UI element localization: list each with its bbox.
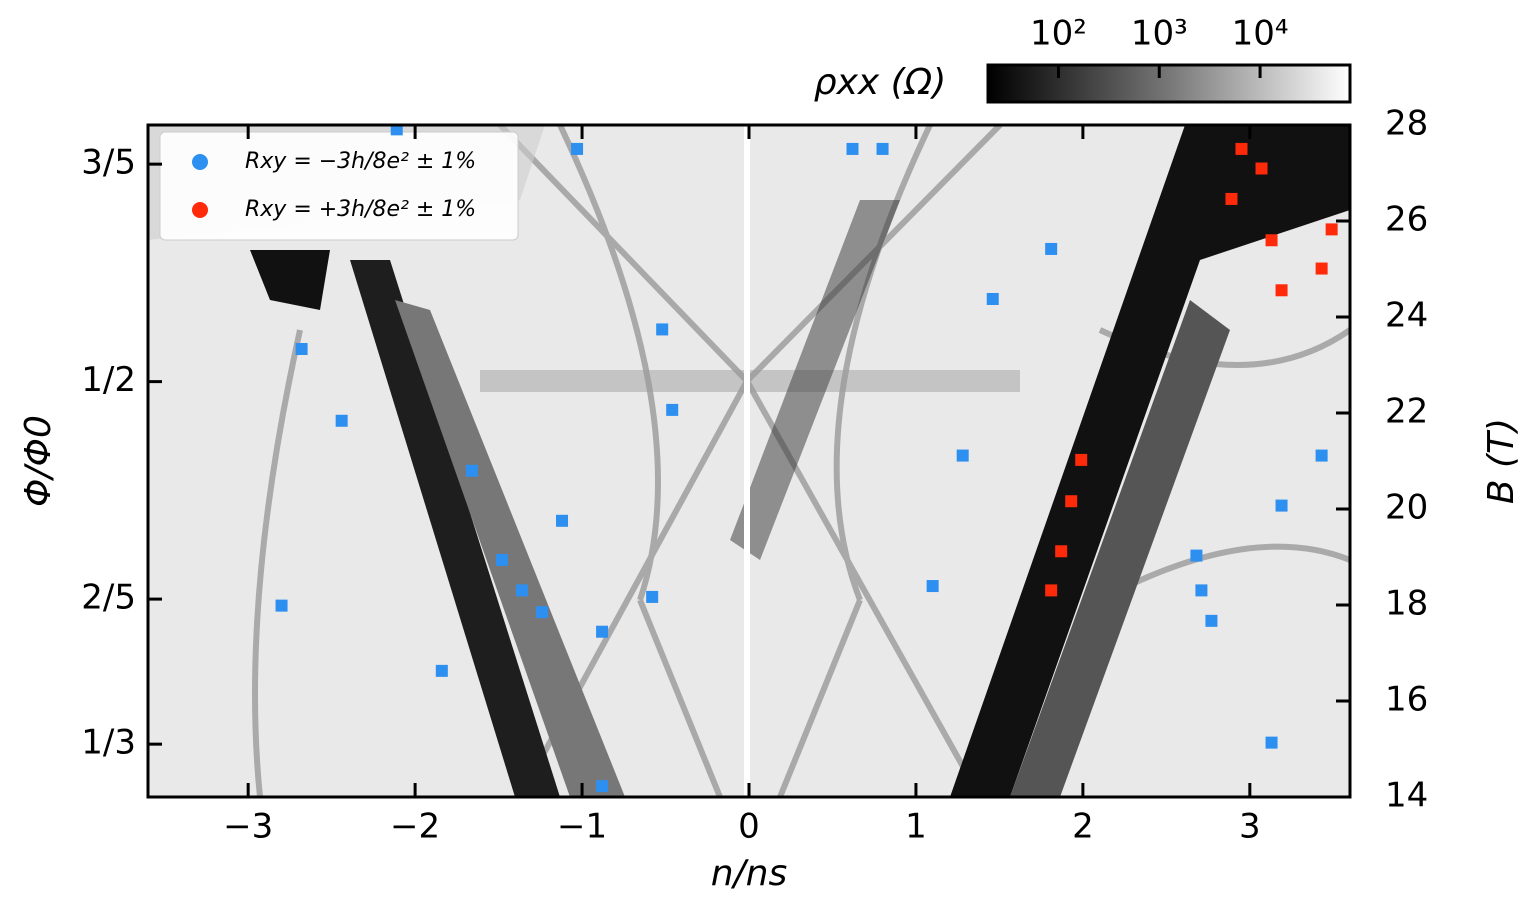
point xyxy=(1055,545,1068,558)
legend-label: Rxy = −3h/8e² ± 1% xyxy=(245,149,476,174)
y2-tick-label: 26 xyxy=(1385,200,1428,240)
y2-tick-label: 28 xyxy=(1385,104,1428,144)
point xyxy=(1195,584,1208,597)
point xyxy=(1265,736,1278,749)
point xyxy=(1315,449,1328,462)
x-tick-label: −1 xyxy=(557,807,607,847)
point xyxy=(1190,549,1203,562)
point xyxy=(1275,499,1288,512)
legend-swatch xyxy=(192,202,208,218)
legend xyxy=(159,131,519,241)
colorbar-label: ρxx (Ω) xyxy=(814,62,947,103)
point xyxy=(876,142,889,155)
point xyxy=(1235,142,1248,155)
y2-tick-label: 14 xyxy=(1385,776,1428,816)
legend-swatch xyxy=(192,154,208,170)
colorbar-tick-label: 10³ xyxy=(1131,14,1188,54)
point xyxy=(596,780,609,793)
point xyxy=(596,625,609,638)
x-tick-label: 1 xyxy=(905,807,927,847)
point xyxy=(535,606,548,619)
point xyxy=(1045,242,1058,255)
y2-axis-label: B (T) xyxy=(1481,418,1522,504)
point xyxy=(1275,284,1288,297)
point xyxy=(656,323,669,336)
colorbar-tick-label: 10² xyxy=(1030,14,1087,54)
point xyxy=(1315,262,1328,275)
point xyxy=(571,142,584,155)
point xyxy=(1065,495,1078,508)
point xyxy=(465,464,478,477)
point xyxy=(515,584,528,597)
point xyxy=(1075,453,1088,466)
y-tick-label: 3/5 xyxy=(81,143,136,183)
point xyxy=(666,403,679,416)
y2-tick-label: 24 xyxy=(1385,296,1428,336)
point xyxy=(435,664,448,677)
point xyxy=(495,553,508,566)
point xyxy=(1045,584,1058,597)
point xyxy=(1255,162,1268,175)
y2-tick-label: 18 xyxy=(1385,584,1428,624)
x-tick-label: −3 xyxy=(223,807,273,847)
x-tick-label: 0 xyxy=(738,807,760,847)
legend-label: Rxy = +3h/8e² ± 1% xyxy=(245,197,476,222)
y2-tick-label: 16 xyxy=(1385,680,1428,720)
x-tick-label: 2 xyxy=(1072,807,1094,847)
point xyxy=(1205,614,1218,627)
point xyxy=(1225,192,1238,205)
y-tick-label: 1/2 xyxy=(81,360,136,400)
point xyxy=(846,142,859,155)
colorbar xyxy=(986,63,1352,104)
point xyxy=(1265,234,1278,247)
y-tick-label: 1/3 xyxy=(81,723,136,763)
point xyxy=(646,590,659,603)
y2-tick-label: 20 xyxy=(1385,488,1428,528)
y2-tick-label: 22 xyxy=(1385,392,1428,432)
x-tick-label: 3 xyxy=(1239,807,1261,847)
point xyxy=(295,343,308,355)
point xyxy=(556,514,569,527)
point xyxy=(1325,223,1338,236)
point xyxy=(275,599,288,612)
y-tick-label: 2/5 xyxy=(81,578,136,618)
point xyxy=(986,292,999,305)
y-axis-label: Φ/Φ0 xyxy=(18,415,59,507)
x-axis-label: n/ns xyxy=(711,853,788,894)
point xyxy=(956,449,969,462)
point xyxy=(335,414,348,427)
point xyxy=(926,580,939,593)
point xyxy=(390,125,403,136)
x-tick-label: −2 xyxy=(390,807,440,847)
colorbar-tick-label: 10⁴ xyxy=(1232,14,1289,54)
